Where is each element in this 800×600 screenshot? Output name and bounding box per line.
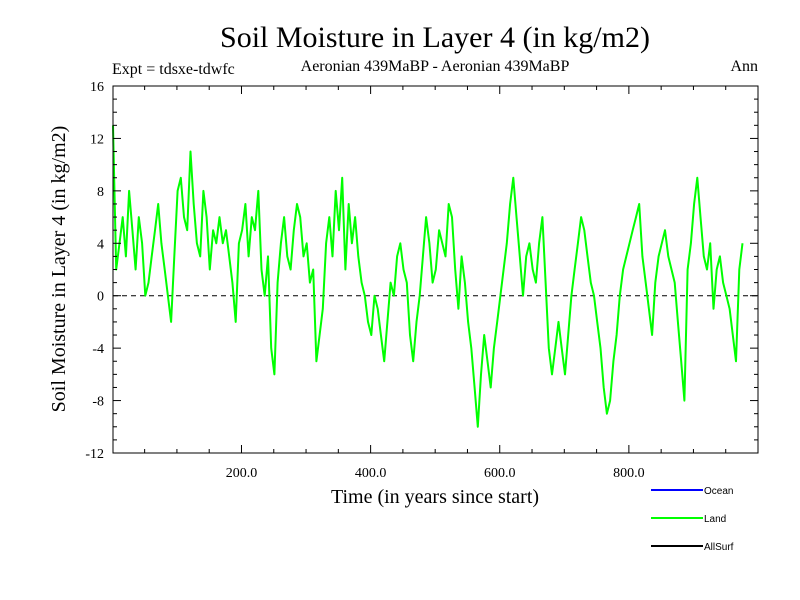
subtitle-center: Aeronian 439MaBP - Aeronian 439MaBP <box>301 58 570 75</box>
plot-area: -12 -8 -4 0 4 8 12 16 200.0 400.0 600.0 800.0 <box>85 80 759 481</box>
y-axis-label: Soil Moisture in Layer 4 (in kg/m2) <box>48 126 70 413</box>
x-axis-label: Time (in years since start) <box>331 486 539 508</box>
y-tick-label: 12 <box>90 132 104 147</box>
y-tick-label: 16 <box>90 80 104 95</box>
y-tick-label: 0 <box>97 290 104 305</box>
y-tick-label: 4 <box>97 237 104 252</box>
y-tick-label: -8 <box>92 395 104 410</box>
y-tick-label: 8 <box>97 185 104 200</box>
subtitle-left: Expt = tdsxe-tdwfc <box>112 61 235 78</box>
x-tick-label: 800.0 <box>613 466 645 481</box>
x-tick-label: 400.0 <box>355 466 387 481</box>
legend-label-allsurf: AllSurf <box>704 542 734 553</box>
legend-label-land: Land <box>704 514 726 525</box>
legend-label-ocean: Ocean <box>704 486 733 497</box>
y-tick-label: -12 <box>85 447 104 462</box>
y-tick-label: -4 <box>92 342 104 357</box>
x-tick-label: 600.0 <box>484 466 516 481</box>
series-line-land <box>112 125 744 428</box>
subtitle-right: Ann <box>730 58 758 75</box>
x-tick-label: 200.0 <box>226 466 258 481</box>
legend: Ocean Land AllSurf <box>651 486 734 553</box>
chart-title: Soil Moisture in Layer 4 (in kg/m2) <box>220 21 650 54</box>
